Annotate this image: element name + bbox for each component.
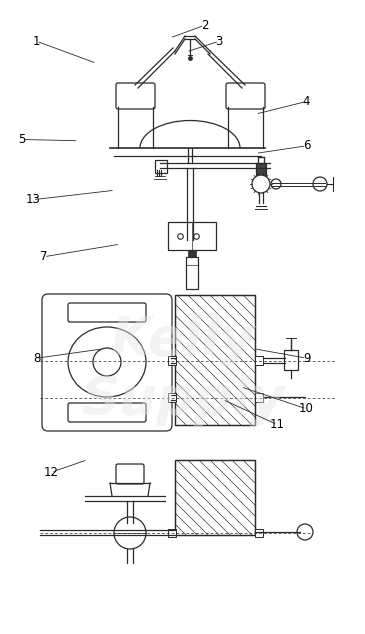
Bar	[186, 257, 198, 289]
FancyBboxPatch shape	[68, 303, 146, 322]
Text: 3: 3	[215, 35, 223, 48]
FancyBboxPatch shape	[68, 403, 146, 422]
Bar	[255, 529, 263, 537]
Circle shape	[271, 179, 281, 189]
FancyBboxPatch shape	[42, 294, 172, 431]
Text: 9: 9	[303, 352, 310, 365]
Text: 2: 2	[201, 19, 208, 32]
Text: 7: 7	[40, 250, 47, 263]
Bar	[255, 393, 263, 402]
Bar	[255, 356, 263, 365]
Text: 4: 4	[303, 95, 310, 108]
Bar	[175, 460, 255, 535]
Text: Kelly
Supply: Kelly Supply	[81, 314, 285, 426]
Text: 1: 1	[33, 35, 40, 48]
Bar	[175, 295, 255, 425]
FancyBboxPatch shape	[116, 464, 144, 484]
Bar	[168, 356, 176, 365]
Circle shape	[297, 524, 313, 540]
Circle shape	[114, 517, 146, 549]
Circle shape	[252, 175, 270, 193]
Text: 13: 13	[26, 193, 40, 206]
Text: 6: 6	[303, 139, 310, 152]
Circle shape	[93, 348, 121, 376]
Text: 5: 5	[18, 133, 26, 146]
Bar	[284, 350, 298, 370]
Ellipse shape	[68, 327, 146, 397]
Circle shape	[313, 177, 327, 191]
Bar	[168, 529, 176, 537]
FancyBboxPatch shape	[116, 83, 155, 109]
Bar	[175, 460, 255, 535]
Text: 11: 11	[270, 418, 285, 431]
Text: 8: 8	[33, 352, 40, 365]
Bar	[256, 163, 266, 175]
Text: 10: 10	[299, 403, 314, 415]
Bar	[168, 222, 216, 250]
Bar	[168, 393, 176, 402]
Bar	[155, 160, 167, 173]
Bar	[188, 250, 196, 257]
FancyBboxPatch shape	[226, 83, 265, 109]
Bar	[175, 295, 255, 425]
Text: 12: 12	[43, 466, 59, 479]
